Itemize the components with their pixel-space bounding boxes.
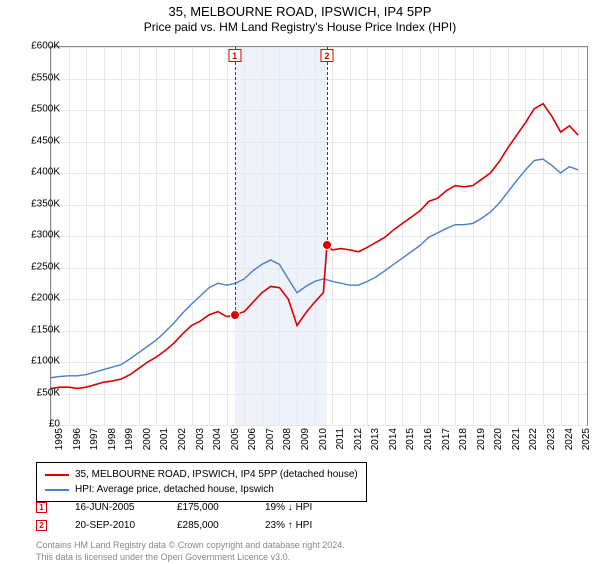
series-line-property <box>51 104 578 389</box>
x-axis-tick-label: 2008 <box>282 428 293 450</box>
x-axis-tick-label: 2010 <box>318 428 329 450</box>
y-axis-tick-label: £450K <box>14 135 60 146</box>
legend-item-property: 35, MELBOURNE ROAD, IPSWICH, IP4 5PP (de… <box>45 467 358 482</box>
y-axis-tick-label: £300K <box>14 230 60 241</box>
x-axis-tick-label: 2002 <box>177 428 188 450</box>
y-axis-tick-label: £50K <box>14 387 60 398</box>
x-axis-tick-label: 2012 <box>353 428 364 450</box>
y-axis-tick-label: £100K <box>14 356 60 367</box>
x-axis-tick-label: 2025 <box>581 428 592 450</box>
x-axis-tick-label: 1998 <box>107 428 118 450</box>
attribution-line: Contains HM Land Registry data © Crown c… <box>36 540 345 552</box>
legend-swatch <box>45 489 69 491</box>
x-axis-tick-label: 2023 <box>546 428 557 450</box>
x-axis-tick-label: 2020 <box>493 428 504 450</box>
x-axis-tick-label: 2019 <box>476 428 487 450</box>
legend: 35, MELBOURNE ROAD, IPSWICH, IP4 5PP (de… <box>36 462 367 502</box>
legend-label: HPI: Average price, detached house, Ipsw… <box>75 482 274 497</box>
y-axis-tick-label: £550K <box>14 72 60 83</box>
x-axis-tick-label: 1995 <box>54 428 65 450</box>
series-line-hpi <box>51 159 578 378</box>
x-axis-tick-label: 2005 <box>230 428 241 450</box>
sale-diff: 23% ↑ HPI <box>265 520 312 531</box>
x-axis-tick-label: 2009 <box>300 428 311 450</box>
x-axis-tick-label: 1999 <box>124 428 135 450</box>
x-axis-tick-label: 2024 <box>564 428 575 450</box>
x-axis-tick-label: 2004 <box>212 428 223 450</box>
x-axis-tick-label: 1996 <box>72 428 83 450</box>
x-axis-tick-label: 2015 <box>405 428 416 450</box>
legend-label: 35, MELBOURNE ROAD, IPSWICH, IP4 5PP (de… <box>75 467 358 482</box>
chart-title: 35, MELBOURNE ROAD, IPSWICH, IP4 5PP <box>0 4 600 19</box>
legend-item-hpi: HPI: Average price, detached house, Ipsw… <box>45 482 358 497</box>
sale-row-1: 1 16-JUN-2005 £175,000 19% ↓ HPI <box>36 502 312 513</box>
sale-marker-dash <box>235 47 236 315</box>
sale-marker-icon: 2 <box>36 520 47 531</box>
sale-diff: 19% ↓ HPI <box>265 502 312 513</box>
sale-date: 16-JUN-2005 <box>75 502 149 513</box>
x-axis-tick-label: 2011 <box>335 428 346 450</box>
sale-marker-icon: 1 <box>36 502 47 513</box>
y-axis-tick-label: £600K <box>14 41 60 52</box>
y-axis-tick-label: £250K <box>14 261 60 272</box>
x-axis-tick-label: 2006 <box>247 428 258 450</box>
attribution-line: This data is licensed under the Open Gov… <box>36 552 345 564</box>
sale-marker-dot <box>230 310 240 320</box>
sale-marker-dash <box>327 47 328 245</box>
x-axis-tick-label: 2013 <box>370 428 381 450</box>
sale-row-2: 2 20-SEP-2010 £285,000 23% ↑ HPI <box>36 520 312 531</box>
x-axis-tick-label: 2017 <box>441 428 452 450</box>
sale-marker-box: 2 <box>320 49 333 62</box>
x-axis-tick-label: 2014 <box>388 428 399 450</box>
x-axis-tick-label: 2016 <box>423 428 434 450</box>
x-axis-tick-label: 1997 <box>89 428 100 450</box>
x-axis-tick-label: 2021 <box>511 428 522 450</box>
sale-marker-dot <box>322 240 332 250</box>
sale-price: £285,000 <box>177 520 237 531</box>
x-axis-tick-label: 2000 <box>142 428 153 450</box>
y-axis-tick-label: £350K <box>14 198 60 209</box>
y-axis-tick-label: £500K <box>14 104 60 115</box>
x-axis-tick-label: 2018 <box>458 428 469 450</box>
x-axis-tick-label: 2001 <box>159 428 170 450</box>
y-axis-tick-label: £200K <box>14 293 60 304</box>
y-axis-tick-label: £400K <box>14 167 60 178</box>
chart-subtitle: Price paid vs. HM Land Registry's House … <box>0 20 600 34</box>
line-chart-svg <box>51 47 587 425</box>
x-axis-tick-label: 2007 <box>265 428 276 450</box>
y-axis-tick-label: £150K <box>14 324 60 335</box>
x-axis-tick-label: 2022 <box>528 428 539 450</box>
x-axis-tick-label: 2003 <box>195 428 206 450</box>
legend-swatch <box>45 474 69 476</box>
sale-price: £175,000 <box>177 502 237 513</box>
sale-marker-box: 1 <box>228 49 241 62</box>
sale-date: 20-SEP-2010 <box>75 520 149 531</box>
chart-plot-area: 12 <box>50 46 588 426</box>
